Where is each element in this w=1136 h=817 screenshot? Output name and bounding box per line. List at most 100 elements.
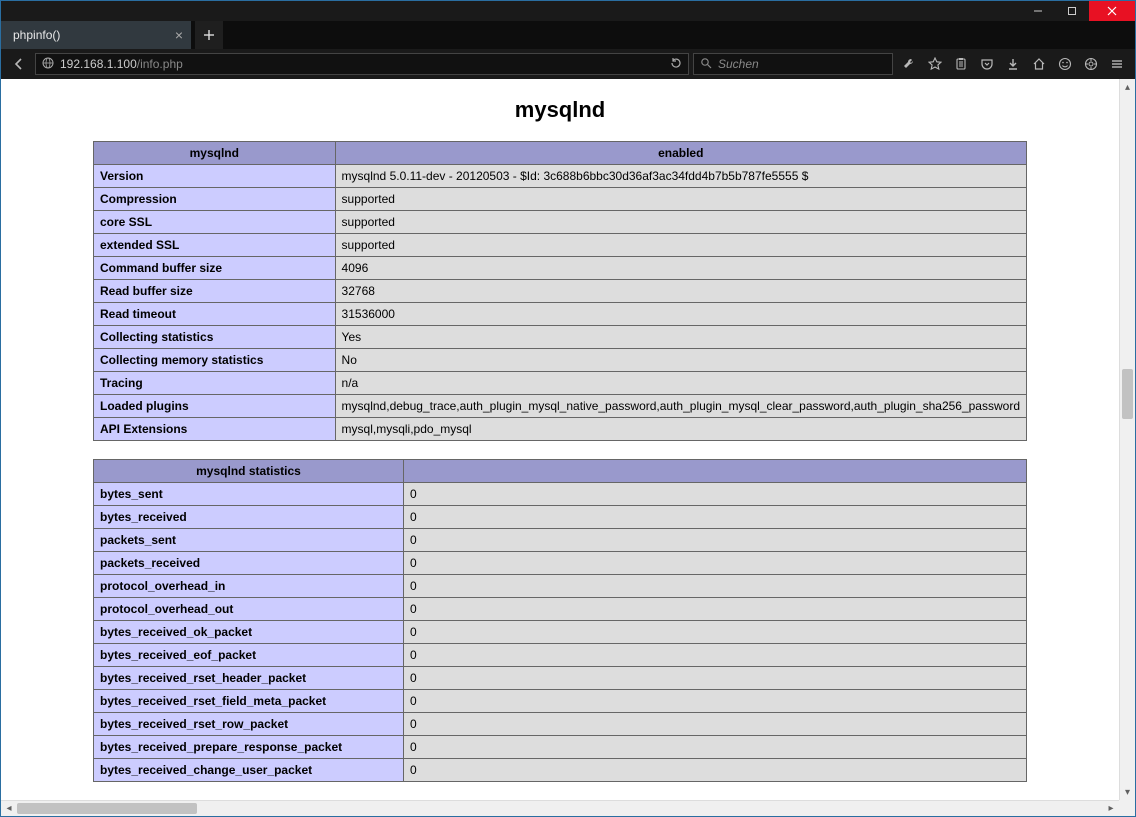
- table-row: bytes_sent0: [94, 483, 1027, 506]
- address-bar[interactable]: 192.168.1.100/info.php: [35, 53, 689, 75]
- section-heading: mysqlnd: [1, 97, 1119, 123]
- home-icon[interactable]: [1027, 52, 1051, 76]
- vertical-scrollbar[interactable]: ▴ ▾: [1119, 79, 1135, 800]
- star-icon[interactable]: [923, 52, 947, 76]
- directive-value: 0: [404, 644, 1027, 667]
- new-tab-button[interactable]: [195, 21, 223, 49]
- table-row: bytes_received_change_user_packet0: [94, 759, 1027, 782]
- directive-name: packets_received: [94, 552, 404, 575]
- scroll-left-icon[interactable]: ◂: [1, 801, 17, 816]
- table-row: bytes_received_eof_packet0: [94, 644, 1027, 667]
- directive-value: 0: [404, 621, 1027, 644]
- directive-value: 0: [404, 713, 1027, 736]
- scroll-up-icon[interactable]: ▴: [1120, 79, 1135, 95]
- minimize-button[interactable]: [1021, 1, 1055, 21]
- browser-window: phpinfo() × 192.168.1.100/info.php: [0, 0, 1136, 817]
- scroll-down-icon[interactable]: ▾: [1120, 784, 1135, 800]
- page-content: mysqlnd mysqlnd enabled Versionmysqlnd 5…: [1, 79, 1119, 800]
- close-button[interactable]: [1089, 1, 1135, 21]
- back-button[interactable]: [7, 52, 31, 76]
- table-row: bytes_received_ok_packet0: [94, 621, 1027, 644]
- table-row: Command buffer size4096: [94, 257, 1027, 280]
- table-row: protocol_overhead_in0: [94, 575, 1027, 598]
- url-text: 192.168.1.100/info.php: [60, 57, 664, 71]
- navigation-bar: 192.168.1.100/info.php Suchen: [1, 49, 1135, 79]
- tab-title: phpinfo(): [13, 28, 60, 42]
- directive-name: protocol_overhead_in: [94, 575, 404, 598]
- download-icon[interactable]: [1001, 52, 1025, 76]
- maximize-button[interactable]: [1055, 1, 1089, 21]
- scroll-corner: [1119, 800, 1135, 816]
- scroll-thumb[interactable]: [1122, 369, 1133, 419]
- scroll-right-icon[interactable]: ▸: [1103, 801, 1119, 816]
- directive-value: 31536000: [335, 303, 1026, 326]
- directive-name: Version: [94, 165, 336, 188]
- clipboard-icon[interactable]: [949, 52, 973, 76]
- table-row: Loaded pluginsmysqlnd,debug_trace,auth_p…: [94, 395, 1027, 418]
- directive-value: 0: [404, 667, 1027, 690]
- directive-name: bytes_received_rset_row_packet: [94, 713, 404, 736]
- table-row: Versionmysqlnd 5.0.11-dev - 20120503 - $…: [94, 165, 1027, 188]
- table-row: bytes_received_prepare_response_packet0: [94, 736, 1027, 759]
- search-placeholder: Suchen: [718, 57, 759, 71]
- directive-value: No: [335, 349, 1026, 372]
- table-row: bytes_received_rset_field_meta_packet0: [94, 690, 1027, 713]
- table-header: mysqlnd statistics: [94, 460, 404, 483]
- mysqlnd-statistics-table: mysqlnd statistics bytes_sent0bytes_rece…: [93, 459, 1027, 782]
- search-box[interactable]: Suchen: [693, 53, 893, 75]
- directive-value: Yes: [335, 326, 1026, 349]
- directive-name: extended SSL: [94, 234, 336, 257]
- directive-value: 0: [404, 598, 1027, 621]
- directive-name: bytes_received_ok_packet: [94, 621, 404, 644]
- table-row: bytes_received0: [94, 506, 1027, 529]
- horizontal-scrollbar[interactable]: ◂ ▸: [1, 800, 1119, 816]
- directive-value: supported: [335, 188, 1026, 211]
- addon-icon[interactable]: [1079, 52, 1103, 76]
- window-titlebar: [1, 1, 1135, 21]
- table-row: Read timeout31536000: [94, 303, 1027, 326]
- table-row: packets_received0: [94, 552, 1027, 575]
- browser-tab[interactable]: phpinfo() ×: [1, 21, 191, 49]
- table-row: Compressionsupported: [94, 188, 1027, 211]
- directive-name: Collecting memory statistics: [94, 349, 336, 372]
- directive-name: packets_sent: [94, 529, 404, 552]
- menu-icon[interactable]: [1105, 52, 1129, 76]
- directive-name: Command buffer size: [94, 257, 336, 280]
- directive-value: 0: [404, 690, 1027, 713]
- table-header: [404, 460, 1027, 483]
- directive-name: Read timeout: [94, 303, 336, 326]
- pocket-icon[interactable]: [975, 52, 999, 76]
- directive-name: bytes_received: [94, 506, 404, 529]
- table-row: API Extensionsmysql,mysqli,pdo_mysql: [94, 418, 1027, 441]
- tab-strip: phpinfo() ×: [1, 21, 1135, 49]
- directive-name: Loaded plugins: [94, 395, 336, 418]
- directive-value: 0: [404, 575, 1027, 598]
- tab-close-icon[interactable]: ×: [175, 27, 183, 43]
- directive-value: 0: [404, 552, 1027, 575]
- search-icon: [700, 57, 712, 72]
- scroll-thumb[interactable]: [17, 803, 197, 814]
- wrench-icon[interactable]: [897, 52, 921, 76]
- table-header: mysqlnd: [94, 142, 336, 165]
- table-row: bytes_received_rset_header_packet0: [94, 667, 1027, 690]
- directive-value: 0: [404, 529, 1027, 552]
- directive-value: 0: [404, 736, 1027, 759]
- directive-value: 0: [404, 483, 1027, 506]
- table-row: Collecting statisticsYes: [94, 326, 1027, 349]
- reload-icon[interactable]: [670, 57, 682, 72]
- table-row: bytes_received_rset_row_packet0: [94, 713, 1027, 736]
- directive-name: Read buffer size: [94, 280, 336, 303]
- mysqlnd-table: mysqlnd enabled Versionmysqlnd 5.0.11-de…: [93, 141, 1027, 441]
- directive-value: 4096: [335, 257, 1026, 280]
- directive-name: protocol_overhead_out: [94, 598, 404, 621]
- directive-value: mysqlnd 5.0.11-dev - 20120503 - $Id: 3c6…: [335, 165, 1026, 188]
- table-row: Read buffer size32768: [94, 280, 1027, 303]
- directive-value: mysqlnd,debug_trace,auth_plugin_mysql_na…: [335, 395, 1026, 418]
- directive-name: bytes_sent: [94, 483, 404, 506]
- smiley-icon[interactable]: [1053, 52, 1077, 76]
- table-row: core SSLsupported: [94, 211, 1027, 234]
- table-row: Collecting memory statisticsNo: [94, 349, 1027, 372]
- table-row: packets_sent0: [94, 529, 1027, 552]
- viewport: mysqlnd mysqlnd enabled Versionmysqlnd 5…: [1, 79, 1135, 816]
- directive-value: supported: [335, 234, 1026, 257]
